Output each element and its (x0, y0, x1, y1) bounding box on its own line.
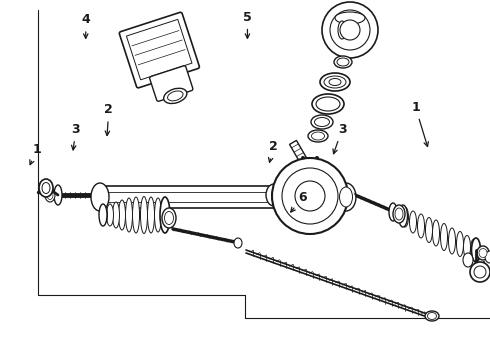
Ellipse shape (119, 200, 125, 230)
Ellipse shape (54, 185, 62, 205)
Circle shape (272, 158, 348, 234)
Circle shape (330, 10, 370, 50)
Text: 4: 4 (81, 13, 90, 38)
Ellipse shape (311, 115, 333, 129)
Text: 3: 3 (72, 123, 80, 150)
Ellipse shape (282, 171, 304, 185)
Ellipse shape (316, 97, 340, 111)
Ellipse shape (234, 238, 242, 248)
Ellipse shape (485, 251, 490, 263)
Ellipse shape (47, 190, 53, 199)
Ellipse shape (106, 204, 114, 226)
Ellipse shape (168, 91, 183, 101)
Circle shape (470, 262, 490, 282)
FancyBboxPatch shape (119, 12, 199, 88)
Text: 2: 2 (104, 103, 113, 135)
Ellipse shape (463, 253, 473, 267)
Ellipse shape (164, 88, 187, 104)
Ellipse shape (477, 246, 489, 260)
Ellipse shape (425, 311, 439, 321)
Ellipse shape (395, 208, 403, 220)
Ellipse shape (324, 76, 346, 88)
Ellipse shape (147, 197, 154, 233)
Ellipse shape (45, 188, 55, 202)
Ellipse shape (417, 214, 424, 238)
Ellipse shape (99, 204, 107, 226)
Ellipse shape (306, 171, 318, 180)
Ellipse shape (100, 206, 107, 224)
Ellipse shape (141, 197, 147, 234)
Ellipse shape (441, 224, 447, 251)
Ellipse shape (398, 205, 408, 227)
Circle shape (474, 266, 486, 278)
Text: 6: 6 (291, 191, 307, 212)
Ellipse shape (39, 179, 53, 197)
Ellipse shape (448, 228, 456, 254)
Ellipse shape (427, 312, 437, 320)
Ellipse shape (266, 184, 282, 206)
Ellipse shape (42, 183, 50, 194)
Ellipse shape (401, 207, 409, 227)
Ellipse shape (162, 208, 176, 228)
Bar (95, 186, 340, 208)
Ellipse shape (479, 248, 487, 257)
Ellipse shape (160, 197, 170, 233)
Ellipse shape (457, 231, 464, 257)
Ellipse shape (132, 197, 140, 233)
Ellipse shape (336, 183, 356, 211)
Text: 1: 1 (30, 143, 41, 165)
Ellipse shape (286, 174, 300, 182)
FancyBboxPatch shape (149, 66, 193, 101)
Ellipse shape (320, 73, 350, 91)
Ellipse shape (315, 117, 329, 126)
Ellipse shape (312, 132, 324, 140)
Ellipse shape (329, 78, 341, 86)
Ellipse shape (308, 130, 328, 142)
Ellipse shape (433, 220, 440, 246)
Ellipse shape (125, 198, 132, 232)
Text: 3: 3 (333, 123, 346, 154)
Circle shape (295, 181, 325, 211)
Ellipse shape (165, 212, 173, 225)
Circle shape (282, 168, 338, 224)
Ellipse shape (91, 183, 109, 211)
Ellipse shape (393, 205, 405, 223)
Circle shape (340, 20, 360, 40)
Ellipse shape (464, 235, 470, 258)
Ellipse shape (470, 239, 477, 259)
Ellipse shape (162, 199, 169, 231)
Ellipse shape (340, 187, 352, 207)
Ellipse shape (410, 211, 416, 233)
Ellipse shape (334, 56, 352, 68)
Ellipse shape (425, 217, 433, 243)
Circle shape (322, 2, 378, 58)
Ellipse shape (335, 12, 365, 24)
Ellipse shape (389, 203, 397, 221)
Bar (126, 19, 192, 80)
Text: 1: 1 (411, 101, 428, 147)
Ellipse shape (338, 21, 346, 39)
Bar (290, 140, 315, 176)
Ellipse shape (154, 198, 162, 232)
Ellipse shape (113, 202, 120, 228)
Ellipse shape (471, 238, 481, 262)
Ellipse shape (312, 94, 344, 114)
Text: 2: 2 (269, 140, 278, 162)
Text: 5: 5 (243, 11, 252, 38)
Ellipse shape (337, 58, 349, 66)
